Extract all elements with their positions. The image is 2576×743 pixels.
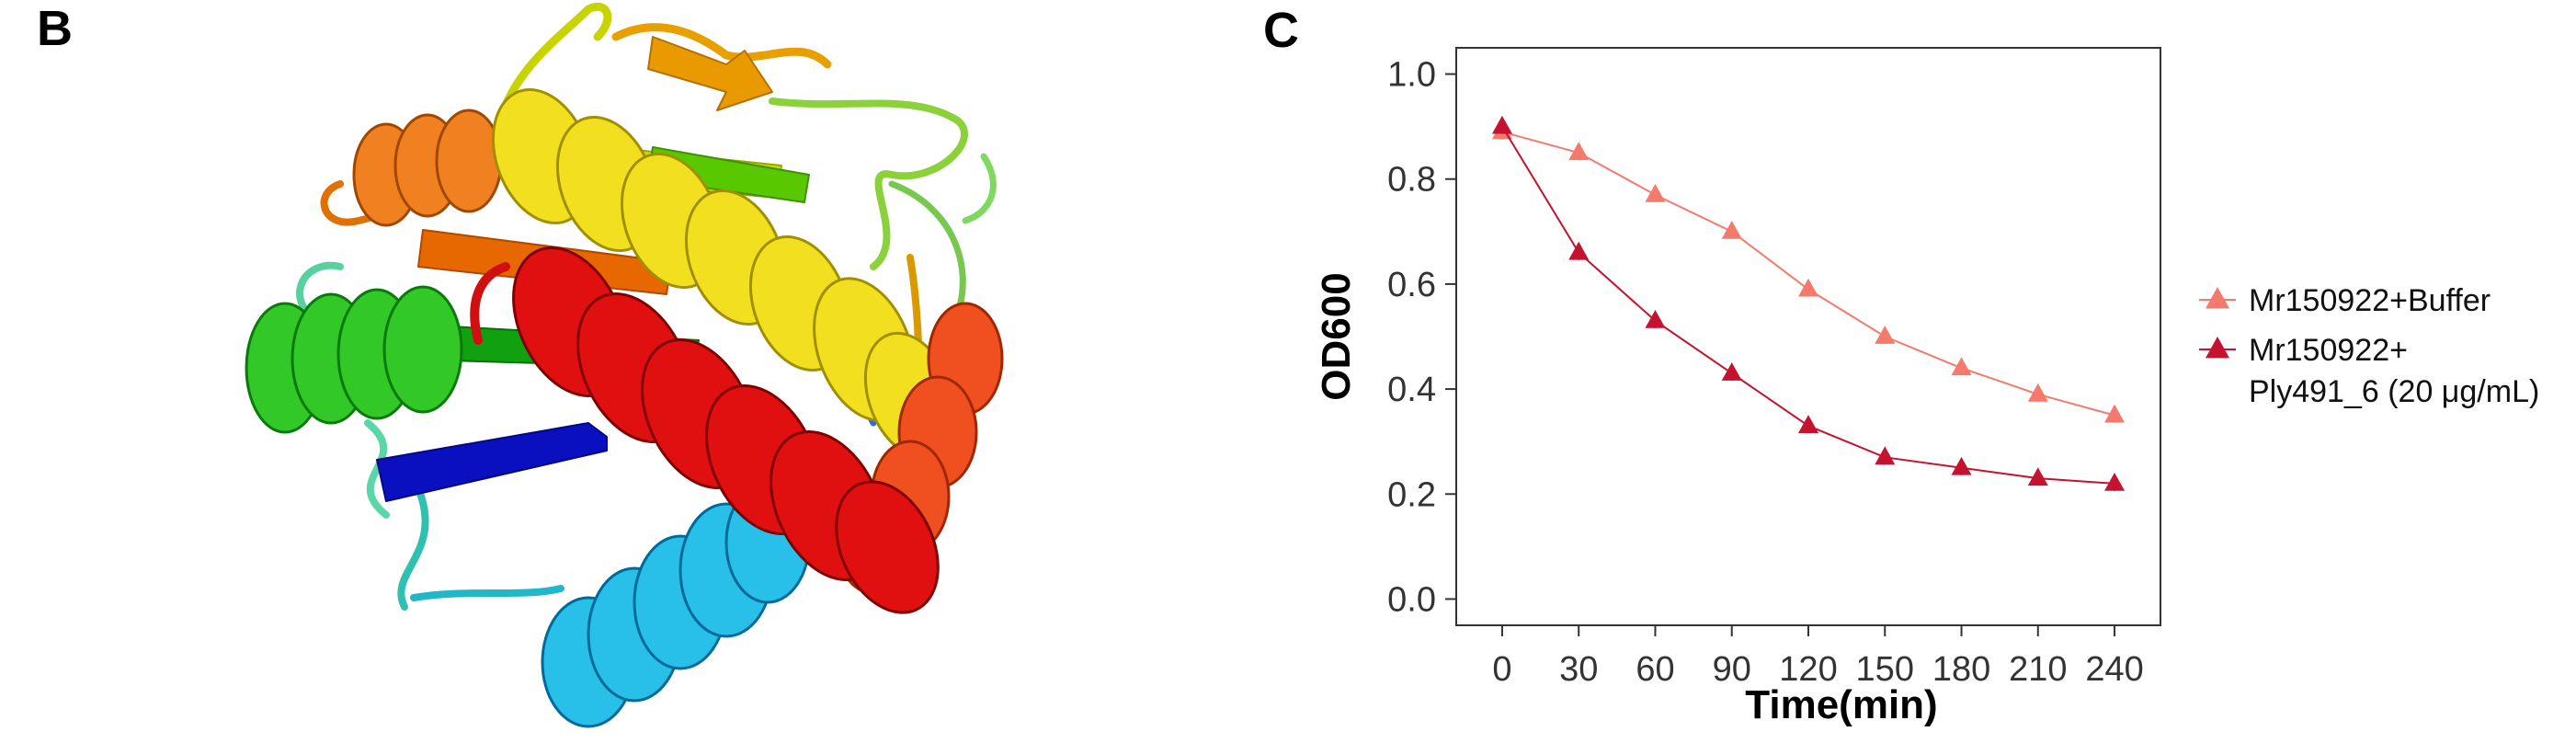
protein-loop bbox=[470, 262, 510, 345]
panel-label-b: B bbox=[37, 1, 73, 56]
x-tick-label: 240 bbox=[2085, 650, 2143, 689]
data-point-series-2 bbox=[1491, 115, 1512, 134]
protein-loop bbox=[611, 23, 832, 69]
y-tick-label: 0.8 bbox=[1387, 161, 1436, 200]
data-point-series-1 bbox=[1568, 142, 1590, 161]
data-point-series-1 bbox=[2027, 383, 2048, 402]
legend-label: Ply491_6 (20 μg/mL) bbox=[2249, 374, 2539, 409]
y-axis-ticks: 0.0 0.2 0.4 0.6 0.8 1.0 bbox=[1387, 56, 1456, 619]
data-point-series-1 bbox=[1798, 278, 1818, 297]
panel-label-c: C bbox=[1263, 3, 1299, 58]
legend-marker bbox=[2206, 336, 2229, 359]
data-point-series-2 bbox=[2104, 472, 2126, 491]
x-tick-label: 90 bbox=[1713, 650, 1751, 689]
y-tick-label: 0.2 bbox=[1387, 475, 1436, 514]
x-tick-label: 60 bbox=[1636, 650, 1674, 689]
data-point-series-2 bbox=[1951, 456, 1972, 475]
protein-structure-image bbox=[245, 2, 1004, 728]
data-point-series-1 bbox=[2104, 404, 2126, 423]
protein-loop bbox=[769, 97, 968, 270]
protein-helix-turn bbox=[382, 285, 463, 414]
protein-helix-turn bbox=[435, 109, 503, 213]
data-point-series-1 bbox=[1951, 357, 1972, 376]
y-tick-label: 0.4 bbox=[1387, 371, 1436, 409]
od600-line-chart: 0.0 0.2 0.4 0.6 0.8 1.0 0 30 60 90 120 150 180 210 24… bbox=[1314, 47, 2539, 727]
protein-loop bbox=[397, 474, 429, 611]
data-point-series-1 bbox=[1645, 183, 1666, 202]
protein-helix-turn bbox=[835, 480, 940, 614]
data-point-series-2 bbox=[1798, 415, 1818, 433]
data-point-series-2 bbox=[1721, 362, 1742, 381]
data-point-series-2 bbox=[1645, 309, 1666, 328]
protein-loop bbox=[962, 153, 997, 224]
plot-area-frame bbox=[1455, 47, 2161, 626]
x-axis-ticks: 0 30 60 90 120 150 180 210 240 bbox=[1492, 625, 2144, 689]
x-tick-label: 30 bbox=[1559, 650, 1598, 689]
y-tick-label: 1.0 bbox=[1387, 56, 1436, 95]
y-tick-label: 0.0 bbox=[1387, 580, 1436, 619]
data-point-series-2 bbox=[2027, 467, 2048, 486]
x-tick-label: 120 bbox=[1779, 650, 1837, 689]
data-point-series-1 bbox=[1721, 220, 1742, 239]
x-tick-label: 150 bbox=[1856, 650, 1914, 689]
protein-strand bbox=[376, 422, 608, 502]
legend-label: Mr150922+ bbox=[2249, 333, 2408, 368]
series-line-1 bbox=[1501, 131, 2115, 417]
x-axis-title: Time(min) bbox=[1745, 682, 1937, 727]
x-tick-label: 210 bbox=[2009, 650, 2067, 689]
y-axis-title: OD600 bbox=[1314, 272, 1359, 400]
legend: Mr150922+Buffer Mr150922+ Ply491_6 (20 μg/… bbox=[2199, 283, 2539, 409]
x-tick-label: 0 bbox=[1492, 650, 1511, 689]
data-point-series-2 bbox=[1568, 241, 1590, 260]
data-point-series-2 bbox=[1875, 446, 1896, 465]
legend-label: Mr150922+Buffer bbox=[2249, 283, 2491, 318]
protein-strand bbox=[647, 36, 773, 111]
y-tick-label: 0.6 bbox=[1387, 266, 1436, 304]
series-layer bbox=[1491, 115, 2126, 491]
x-tick-label: 180 bbox=[1932, 650, 1990, 689]
protein-loop bbox=[410, 585, 564, 601]
legend-marker bbox=[2206, 286, 2229, 309]
data-point-series-1 bbox=[1875, 326, 1896, 344]
protein-loop bbox=[364, 419, 390, 519]
